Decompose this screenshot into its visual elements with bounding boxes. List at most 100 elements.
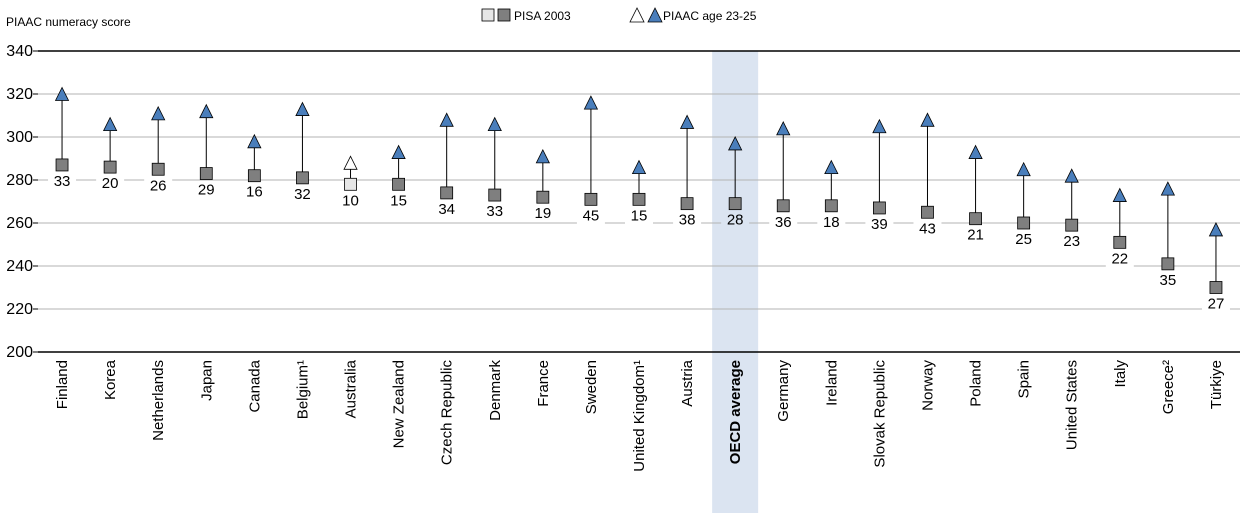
piaac-marker-italy (1112, 187, 1127, 202)
x-tick-label: Austria (679, 359, 696, 406)
difference-label-bg (192, 180, 221, 199)
y-tick-label: 300 (6, 129, 33, 146)
piaac-marker-spain (1016, 161, 1031, 177)
piaac-marker-austria (679, 114, 695, 129)
difference-label: 19 (534, 205, 551, 222)
y-axis-title: PIAAC numeracy score (6, 15, 131, 29)
difference-label: 21 (967, 227, 984, 244)
pisa-marker-spain (1017, 216, 1031, 230)
legend-square-light (481, 8, 495, 22)
pisa-marker-ireland (824, 199, 838, 213)
piaac-marker-sweden (583, 95, 599, 110)
x-tick-label: Sweden (583, 360, 600, 414)
piaac-marker-australia (343, 155, 358, 170)
x-tick-label: Germany (775, 360, 792, 422)
difference-label-bg (673, 210, 702, 229)
difference-label-bg (432, 199, 461, 218)
piaac-marker-netherlands (151, 105, 166, 121)
x-tick-label: Korea (102, 359, 119, 400)
difference-label-bg (384, 191, 413, 210)
piaac-marker-norway (920, 112, 935, 127)
difference-label: 36 (775, 214, 792, 231)
x-tick-label: Australia (343, 359, 360, 418)
difference-label-bg (144, 176, 173, 195)
difference-label-bg (528, 204, 557, 223)
piaac-marker-canada (247, 133, 262, 149)
pisa-marker-oecd-average (728, 197, 742, 211)
piaac-marker-czech-republic (439, 112, 454, 127)
piaac-marker-united-states (1064, 168, 1079, 183)
pisa-marker-finland (55, 158, 69, 172)
piaac-marker-germany (776, 121, 791, 136)
highlight-band (712, 51, 759, 513)
difference-label-bg (288, 184, 317, 203)
pisa-marker-italy (1113, 235, 1127, 249)
pisa-marker-norway (921, 205, 934, 219)
piaac-marker-united-kingdom (631, 159, 647, 175)
x-tick-label: Czech Republic (439, 360, 456, 466)
difference-label: 33 (486, 203, 503, 220)
y-tick-label: 260 (6, 215, 33, 232)
difference-label: 22 (1111, 250, 1128, 267)
difference-label: 23 (1063, 233, 1080, 250)
pisa-marker-belgium (296, 171, 309, 185)
y-tick-label: 280 (6, 172, 33, 189)
x-tick-label: Finland (54, 360, 71, 409)
piaac-marker-belgium (295, 101, 310, 116)
pisa-marker-canada (247, 169, 261, 183)
difference-label-bg (1153, 270, 1182, 289)
x-tick-label: Slovak Republic (871, 360, 888, 468)
x-tick-label: Netherlands (150, 360, 167, 441)
pisa-marker-united-kingdom (632, 192, 646, 206)
y-tick-label: 340 (6, 43, 33, 60)
difference-label-bg (913, 219, 942, 238)
difference-label-bg (625, 206, 653, 225)
piaac-marker-finland (54, 86, 70, 101)
piaac-marker-t-rkiye (1208, 222, 1224, 237)
difference-label: 25 (1015, 231, 1032, 248)
difference-label-bg (1057, 232, 1086, 251)
difference-label-bg (336, 191, 365, 210)
x-tick-label: OECD average (727, 360, 744, 464)
legend-square (497, 8, 511, 22)
difference-label: 45 (583, 207, 600, 224)
legend: PISA 2003 PIAAC age 23-25 (481, 7, 757, 23)
x-tick-label: France (535, 360, 552, 407)
difference-label-bg (817, 212, 846, 231)
difference-label-bg (480, 202, 509, 221)
piaac-marker-japan (199, 103, 214, 119)
x-tick-label: Canada (246, 359, 263, 412)
pisa-marker-austria (680, 197, 694, 211)
y-tick-label: 200 (6, 344, 33, 361)
y-tick-label: 320 (6, 86, 33, 103)
legend-label: PIAAC age 23-25 (663, 9, 757, 23)
x-tick-label: Poland (968, 360, 985, 407)
difference-label-bg (1009, 230, 1038, 248)
pisa-marker-korea (103, 160, 117, 174)
difference-label-bg (1105, 249, 1134, 268)
difference-label: 34 (438, 201, 455, 218)
pisa-marker-t-rkiye (1209, 281, 1223, 294)
difference-label: 33 (54, 173, 71, 190)
y-tick-label: 240 (6, 258, 33, 275)
pisa-marker-denmark (488, 188, 502, 202)
difference-label: 16 (246, 184, 263, 201)
difference-label: 18 (823, 214, 840, 231)
piaac-marker-new-zealand (391, 144, 406, 159)
x-tick-label: Belgium¹ (294, 360, 311, 419)
legend-triangle (647, 7, 663, 23)
difference-label-bg (240, 182, 269, 201)
difference-label: 39 (871, 216, 888, 233)
pisa-marker-slovak-republic (873, 201, 886, 215)
difference-label-bg (961, 225, 990, 244)
difference-label: 10 (342, 192, 359, 209)
x-tick-label: Italy (1112, 360, 1129, 388)
legend-triangle-light (629, 7, 645, 23)
piaac-marker-ireland (824, 159, 839, 175)
difference-label-bg (721, 210, 750, 229)
pisa-marker-france (536, 190, 550, 204)
difference-label-bg (865, 214, 894, 233)
pisa-marker-germany (776, 199, 790, 213)
x-tick-label: New Zealand (391, 360, 408, 448)
